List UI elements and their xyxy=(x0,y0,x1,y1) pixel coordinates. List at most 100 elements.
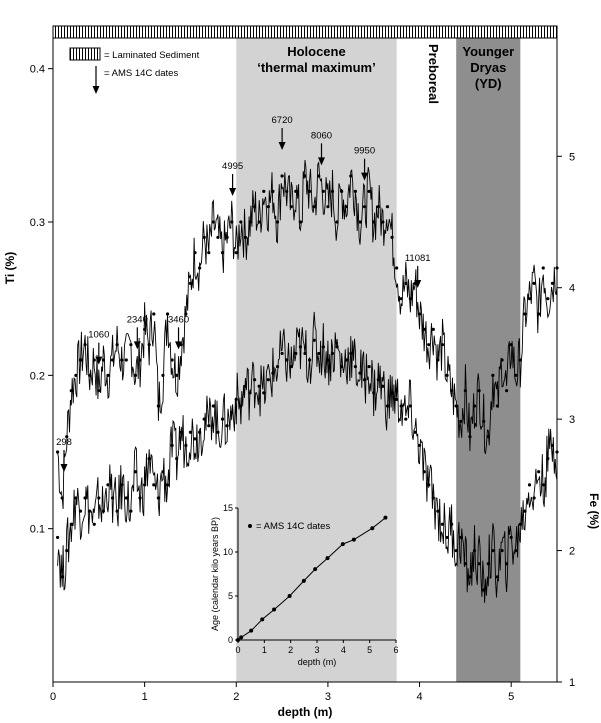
inset-x-label: depth (m) xyxy=(298,657,337,667)
x-tick-label: 5 xyxy=(508,691,514,703)
series-point-ti xyxy=(395,266,399,270)
series-point-fe xyxy=(225,424,229,428)
series-point-ti xyxy=(537,312,541,316)
series-point-fe xyxy=(184,443,188,448)
series-point-fe xyxy=(362,378,367,382)
series-point-fe xyxy=(505,562,509,566)
inset-point xyxy=(351,537,356,542)
y-left-tick-label: 0.2 xyxy=(30,370,45,382)
axes: 0 1 2 3 4 5 depth (m) 0.1 0.2 0.3 0.4 Ti (%) 1 2 3 4 5 Fe… xyxy=(3,64,601,719)
series-point-fe xyxy=(399,404,403,408)
series-point-fe xyxy=(312,338,316,342)
series-point-ti xyxy=(55,450,60,454)
series-point-ti xyxy=(436,358,440,362)
series-point-ti xyxy=(78,358,83,362)
series-point-ti xyxy=(92,358,96,362)
series-point-fe xyxy=(376,378,380,382)
inset-y-label: Age (calendar kilo years BP) xyxy=(210,517,220,631)
series-point-fe xyxy=(88,509,92,513)
series-point-fe xyxy=(280,351,284,356)
inset-point xyxy=(239,635,244,640)
series-point-fe xyxy=(147,456,151,461)
series-point-ti xyxy=(317,174,321,178)
series-point-ti xyxy=(330,189,335,193)
series-point-ti xyxy=(445,373,449,377)
series-point-fe xyxy=(170,443,174,448)
series-point-fe xyxy=(523,509,527,513)
series-point-ti xyxy=(505,389,509,393)
series-point-ti xyxy=(74,373,78,377)
series-point-ti xyxy=(184,312,188,316)
series-point-ti xyxy=(129,343,133,347)
series-point-fe xyxy=(106,483,110,487)
series-point-fe xyxy=(262,391,266,395)
series-point-ti xyxy=(440,343,445,347)
series-point-fe xyxy=(335,345,339,349)
series-point-ti xyxy=(509,343,513,347)
inset-point xyxy=(260,617,265,622)
series-point-ti xyxy=(165,312,170,316)
y-left-tick-label: 0.1 xyxy=(30,524,45,536)
inset-point xyxy=(313,567,318,572)
series-point-fe xyxy=(202,417,206,421)
inset-x-tick-label: 2 xyxy=(288,645,293,655)
series-point-ti xyxy=(477,389,481,393)
series-point-ti xyxy=(427,343,431,347)
series-point-ti xyxy=(367,189,371,193)
series-point-fe xyxy=(152,483,156,487)
series-point-ti xyxy=(376,205,380,209)
series-point-ti xyxy=(188,281,193,285)
series-point-fe xyxy=(188,430,193,434)
inset-legend-label: = AMS 14C dates xyxy=(256,521,330,532)
series-point-ti xyxy=(152,312,156,316)
x-tick-label: 1 xyxy=(142,691,148,703)
series-point-fe xyxy=(349,351,353,356)
y-right-tick-label: 3 xyxy=(569,414,575,426)
series-point-ti xyxy=(243,235,248,239)
series-point-ti xyxy=(454,404,458,408)
plot-frame xyxy=(52,37,558,683)
series-point-ti xyxy=(550,281,555,285)
series-point-fe xyxy=(248,391,252,395)
series-point-ti xyxy=(532,281,536,285)
x-tick-label: 3 xyxy=(325,691,331,703)
ams-arrow-head xyxy=(278,142,286,150)
series-point-ti xyxy=(404,281,408,285)
series-point-fe xyxy=(385,404,390,408)
inset-y-tick-label: 5 xyxy=(228,591,233,601)
series-point-fe xyxy=(514,548,518,553)
series-point-ti xyxy=(335,220,339,224)
series-point-ti xyxy=(408,297,412,301)
series-point-fe xyxy=(390,391,394,395)
series-point-fe xyxy=(532,496,536,500)
preboreal-label: Preboreal xyxy=(426,44,441,104)
series-point-fe xyxy=(463,562,467,566)
ams-arrow-head xyxy=(414,280,422,288)
inset-point xyxy=(340,542,345,547)
inset-x-tick-label: 4 xyxy=(341,645,346,655)
series-point-ti xyxy=(257,220,261,224)
series-point-ti xyxy=(491,373,495,377)
inset-point xyxy=(236,638,240,642)
series-point-fe xyxy=(541,483,545,487)
laminated-swatch xyxy=(69,47,101,61)
series-point-ti xyxy=(459,419,463,423)
inset-age-depth-plot: 0 1 2 3 4 5 6 0 5 10 15 depth (m) Age (calendar kilo… xyxy=(210,503,399,667)
series-point-fe xyxy=(422,470,426,474)
series-point-fe xyxy=(230,410,234,415)
series-point-fe xyxy=(285,358,289,362)
holocene-label-line: Holocene xyxy=(287,44,346,59)
series-point-fe xyxy=(69,522,73,526)
series-point-ti xyxy=(431,327,435,331)
series-point-fe xyxy=(413,430,417,434)
series-point-fe xyxy=(60,575,64,579)
series-point-fe xyxy=(340,364,344,369)
inset-point xyxy=(301,578,306,583)
series-point-ti xyxy=(147,343,151,347)
inset-point xyxy=(370,526,375,531)
series-point-fe xyxy=(97,496,101,500)
series-point-fe xyxy=(220,417,225,421)
legend: = Laminated Sediment = AMS 14C dates xyxy=(69,47,200,94)
series-point-fe xyxy=(156,496,160,500)
